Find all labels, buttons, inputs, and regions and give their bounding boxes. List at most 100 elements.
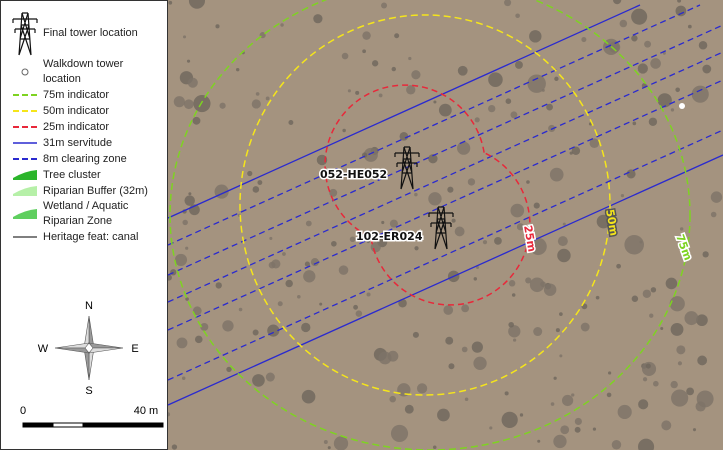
clearing-line xyxy=(168,129,723,381)
shrub xyxy=(362,31,371,40)
shrub xyxy=(527,74,546,93)
shrub xyxy=(702,64,712,74)
shrub xyxy=(323,440,328,444)
shrub xyxy=(181,376,186,381)
shrub xyxy=(471,341,483,353)
shrub xyxy=(686,387,694,396)
walkdown-tower xyxy=(679,103,685,109)
legend-label: 8m clearing zone xyxy=(43,152,127,165)
shrub xyxy=(331,240,337,247)
shrub xyxy=(447,186,454,193)
shrub xyxy=(504,391,509,396)
shrub xyxy=(553,434,567,449)
shrub xyxy=(562,222,566,226)
clearing-zone xyxy=(168,4,723,381)
shrub xyxy=(505,98,512,105)
shrub xyxy=(657,93,672,108)
legend-label: 50m indicator xyxy=(43,104,110,117)
shrub xyxy=(412,331,419,338)
legend-item: Final tower location xyxy=(1,9,167,57)
shrub xyxy=(238,307,243,312)
shrub xyxy=(437,408,450,422)
legend-label: Wetland / Aquatic Riparian Zone xyxy=(43,200,129,227)
shrub xyxy=(508,321,514,328)
shrub xyxy=(606,392,612,398)
shrub xyxy=(677,0,682,3)
shrub xyxy=(366,292,371,297)
shrub xyxy=(511,293,516,297)
shrub xyxy=(710,191,723,203)
shrub xyxy=(443,305,454,315)
shrub xyxy=(513,338,517,342)
shrub xyxy=(168,0,173,5)
shrub xyxy=(676,345,686,355)
legend-label: Walkdown tower location xyxy=(43,58,124,85)
shrub xyxy=(644,40,652,48)
shrub xyxy=(391,66,396,72)
shrub xyxy=(173,96,185,108)
shrub xyxy=(381,220,385,225)
servitude-line xyxy=(168,154,723,406)
clearing-line xyxy=(168,79,723,331)
shrub xyxy=(186,59,191,63)
tower-body xyxy=(394,146,420,190)
shrub xyxy=(589,138,600,148)
shrub xyxy=(670,108,675,112)
shrub xyxy=(319,302,323,306)
shrub xyxy=(445,336,454,345)
shrub xyxy=(366,239,370,244)
tower-icon xyxy=(12,12,38,56)
shrub xyxy=(612,0,622,5)
shrub xyxy=(305,220,312,227)
shrub xyxy=(176,337,188,349)
shrub xyxy=(337,174,341,178)
shrub xyxy=(474,117,480,123)
shrub xyxy=(341,52,349,60)
shrub xyxy=(559,354,563,358)
shrub xyxy=(355,90,360,95)
shrub xyxy=(183,99,194,110)
shrub xyxy=(464,397,469,401)
shrub xyxy=(580,322,590,332)
shrub xyxy=(182,219,188,226)
shrub xyxy=(362,49,366,54)
symbol xyxy=(21,68,29,76)
shrub xyxy=(255,92,260,96)
shrub xyxy=(271,259,281,269)
shrub xyxy=(670,380,678,389)
shrub xyxy=(188,0,205,9)
tower-body xyxy=(12,12,38,56)
shrub xyxy=(696,314,708,327)
shrub xyxy=(408,56,412,61)
shrub xyxy=(574,426,581,433)
shrubs xyxy=(168,0,723,450)
shrub xyxy=(297,295,301,299)
shrub xyxy=(200,322,209,331)
shrub xyxy=(171,444,178,450)
shrub xyxy=(540,281,546,287)
shrub xyxy=(473,277,478,281)
shrub xyxy=(389,395,396,403)
shrub xyxy=(194,335,203,344)
tower-label: 052-HE052 xyxy=(320,168,387,181)
shrub xyxy=(416,383,428,394)
shrub xyxy=(316,154,328,166)
shrub xyxy=(501,411,518,428)
shrub xyxy=(329,188,338,197)
shrub xyxy=(457,65,468,76)
shrub xyxy=(398,298,407,308)
shrub xyxy=(510,111,518,119)
shrub xyxy=(555,328,560,333)
shrub xyxy=(338,265,349,275)
shrub xyxy=(488,72,503,87)
shrub xyxy=(574,417,582,426)
shrub xyxy=(451,218,456,223)
shrub xyxy=(691,85,709,103)
legend-symbol xyxy=(13,170,37,180)
shrub xyxy=(581,37,587,43)
shrub xyxy=(698,41,708,50)
legend-item: 75m indicator xyxy=(1,87,167,103)
shrub xyxy=(414,192,418,197)
shrub xyxy=(548,124,556,133)
